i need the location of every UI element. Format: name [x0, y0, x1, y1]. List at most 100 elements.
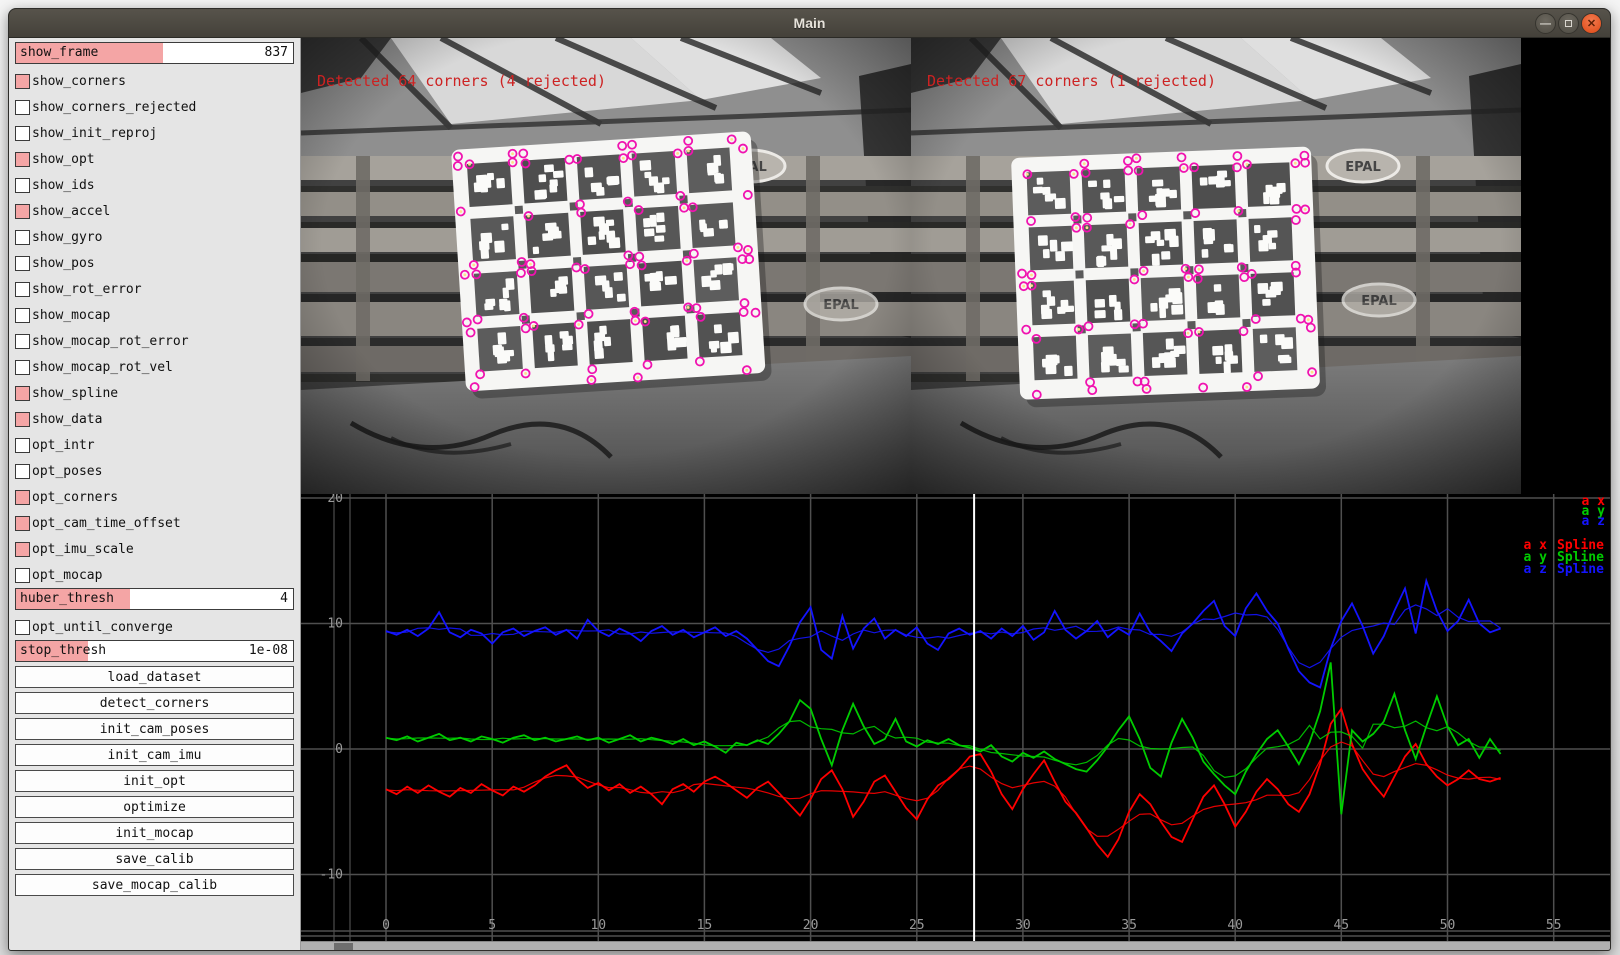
checkbox-show_gyro[interactable]: show_gyro	[13, 224, 296, 250]
button-save_calib[interactable]: save_calib	[15, 848, 294, 870]
plot-scrollbar[interactable]	[301, 941, 1610, 950]
checkbox-box[interactable]	[15, 203, 30, 219]
checkbox-show_accel[interactable]: show_accel	[13, 198, 296, 224]
plot-scrollbar-thumb[interactable]	[334, 943, 353, 950]
camera-image: EPAL EPALDetected 64 corners (4 rejected…	[301, 38, 911, 494]
svg-text:0: 0	[382, 918, 390, 933]
checkbox-box[interactable]	[15, 307, 30, 323]
checkbox-label: show_accel	[32, 203, 111, 219]
button-init_cam_imu[interactable]: init_cam_imu	[15, 744, 294, 766]
corner-count-overlay: Detected 67 corners (1 rejected)	[927, 72, 1216, 90]
svg-text:15: 15	[697, 918, 713, 933]
titlebar[interactable]: Main — ✕	[9, 9, 1610, 38]
checkbox-label: opt_corners	[32, 489, 119, 505]
checkbox-box[interactable]	[15, 489, 30, 505]
slider-label: huber_thresh	[20, 591, 114, 606]
checkbox-opt_poses[interactable]: opt_poses	[13, 458, 296, 484]
button-init_opt[interactable]: init_opt	[15, 770, 294, 792]
window-title: Main	[793, 15, 826, 31]
maximize-button[interactable]	[1558, 13, 1579, 34]
checkbox-show_opt[interactable]: show_opt	[13, 146, 296, 172]
legend-data-entry: a x	[1582, 494, 1606, 509]
checkbox-show_mocap_rot_vel[interactable]: show_mocap_rot_vel	[13, 354, 296, 380]
checkbox-opt_intr[interactable]: opt_intr	[13, 432, 296, 458]
legend-data-entry: a y	[1582, 504, 1606, 519]
button-save_mocap_calib[interactable]: save_mocap_calib	[15, 874, 294, 896]
legend-data-entry: a z	[1582, 514, 1605, 529]
button-detect_corners[interactable]: detect_corners	[15, 692, 294, 714]
spline-a-z	[385, 604, 1501, 669]
maximize-icon	[1565, 20, 1572, 27]
checkbox-box[interactable]	[15, 99, 30, 115]
checkbox-label: show_mocap_rot_vel	[32, 359, 173, 375]
close-button[interactable]: ✕	[1581, 13, 1602, 34]
checkbox-show_corners[interactable]: show_corners	[13, 68, 296, 94]
checkbox-show_pos[interactable]: show_pos	[13, 250, 296, 276]
checkbox-box[interactable]	[15, 177, 30, 193]
checkbox-show_spline[interactable]: show_spline	[13, 380, 296, 406]
checkbox-opt_corners[interactable]: opt_corners	[13, 484, 296, 510]
checkbox-opt_mocap[interactable]: opt_mocap	[13, 562, 296, 588]
checkbox-box[interactable]	[15, 281, 30, 297]
checkbox-box[interactable]	[15, 359, 30, 375]
checkbox-label: opt_poses	[32, 463, 103, 479]
checkbox-show_mocap_rot_error[interactable]: show_mocap_rot_error	[13, 328, 296, 354]
checkbox-show_init_reproj[interactable]: show_init_reproj	[13, 120, 296, 146]
checkbox-box[interactable]	[15, 333, 30, 349]
svg-text:-10: -10	[320, 868, 343, 883]
checkbox-show_corners_rejected[interactable]: show_corners_rejected	[13, 94, 296, 120]
camera-image: EPAL EPALDetected 67 corners (1 rejected…	[911, 38, 1521, 494]
corner-count-overlay: Detected 64 corners (4 rejected)	[317, 72, 606, 90]
checkbox-label: show_rot_error	[32, 281, 142, 297]
camera-void-area	[1521, 38, 1610, 494]
checkbox-opt_imu_scale[interactable]: opt_imu_scale	[13, 536, 296, 562]
button-optimize[interactable]: optimize	[15, 796, 294, 818]
checkbox-box[interactable]	[15, 541, 30, 557]
checkbox-box[interactable]	[15, 619, 30, 635]
window-content: show_frame 837 show_corners show_corners_r…	[9, 38, 1611, 950]
slider-value: 837	[264, 45, 288, 60]
checkbox-show_ids[interactable]: show_ids	[13, 172, 296, 198]
checkbox-label: opt_until_converge	[32, 619, 173, 635]
checkbox-label: opt_cam_time_offset	[32, 515, 181, 531]
checkbox-box[interactable]	[15, 73, 30, 89]
checkbox-box[interactable]	[15, 125, 30, 141]
checkbox-opt_until_converge[interactable]: opt_until_converge	[13, 614, 296, 640]
minimize-button[interactable]: —	[1535, 13, 1556, 34]
slider-value: 4	[280, 591, 288, 606]
legend-spline-name: a z	[1524, 562, 1547, 577]
checkbox-label: opt_mocap	[32, 567, 103, 583]
camera-view-left: EPAL EPALDetected 64 corners (4 rejected…	[301, 38, 911, 494]
checkbox-box[interactable]	[15, 515, 30, 531]
checkbox-box[interactable]	[15, 437, 30, 453]
slider-huber_thresh[interactable]: huber_thresh 4	[15, 588, 294, 610]
checkbox-box[interactable]	[15, 411, 30, 427]
series-a-x	[385, 706, 1501, 859]
svg-text:20: 20	[803, 918, 819, 933]
checkbox-show_mocap[interactable]: show_mocap	[13, 302, 296, 328]
checkbox-label: show_ids	[32, 177, 95, 193]
button-load_dataset[interactable]: load_dataset	[15, 666, 294, 688]
checkbox-opt_cam_time_offset[interactable]: opt_cam_time_offset	[13, 510, 296, 536]
checkbox-box[interactable]	[15, 255, 30, 271]
slider-stop_thresh[interactable]: stop_thresh 1e-08	[15, 640, 294, 662]
button-init_cam_poses[interactable]: init_cam_poses	[15, 718, 294, 740]
checkbox-show_rot_error[interactable]: show_rot_error	[13, 276, 296, 302]
checkbox-box[interactable]	[15, 151, 30, 167]
control-sidebar: show_frame 837 show_corners show_corners_r…	[9, 38, 301, 950]
checkbox-label: opt_imu_scale	[32, 541, 134, 557]
slider-value: 1e-08	[248, 643, 288, 658]
button-init_mocap[interactable]: init_mocap	[15, 822, 294, 844]
svg-text:55: 55	[1546, 918, 1562, 933]
checkbox-box[interactable]	[15, 463, 30, 479]
spline-a-x	[385, 741, 1501, 837]
slider-show_frame[interactable]: show_frame 837	[15, 42, 294, 64]
checkbox-label: show_pos	[32, 255, 95, 271]
checkbox-show_data[interactable]: show_data	[13, 406, 296, 432]
checkbox-label: show_mocap	[32, 307, 111, 323]
checkbox-box[interactable]	[15, 567, 30, 583]
checkbox-box[interactable]	[15, 385, 30, 401]
checkbox-box[interactable]	[15, 229, 30, 245]
